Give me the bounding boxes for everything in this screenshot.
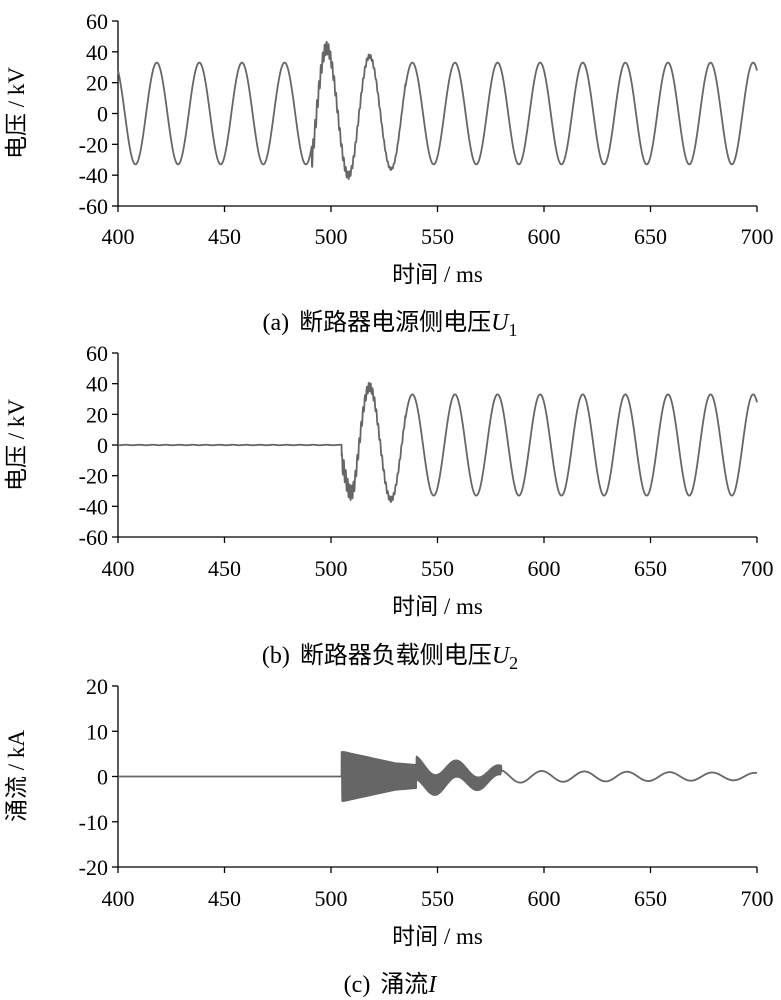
caption: (a) 断路器电源侧电压U1 <box>263 309 518 340</box>
x-tick-label: 550 <box>421 556 454 581</box>
caption: (c) 涌流I <box>344 971 438 998</box>
y-tick-label: 60 <box>86 9 108 34</box>
x-tick-label: 700 <box>741 556 774 581</box>
x-tick-label: 500 <box>315 556 348 581</box>
caption-text: 断路器负载侧电压 <box>300 642 492 669</box>
x-tick-label: 650 <box>634 224 667 249</box>
x-tick-label: 450 <box>208 556 241 581</box>
x-tick-label: 700 <box>741 886 774 911</box>
y-tick-label: 0 <box>97 765 108 790</box>
y-tick-label: 20 <box>86 402 108 427</box>
y-tick-label: 10 <box>86 719 108 744</box>
series-line <box>117 40 758 180</box>
x-tick-label: 500 <box>315 224 348 249</box>
y-tick-label: 20 <box>86 71 108 96</box>
caption-variable: U <box>491 310 510 336</box>
x-tick-label: 400 <box>102 886 135 911</box>
caption-prefix: (b) <box>262 643 290 669</box>
y-tick-label: -10 <box>79 810 108 835</box>
x-tick-label: 700 <box>741 224 774 249</box>
x-tick-label: 400 <box>102 224 135 249</box>
caption-prefix: (a) <box>263 310 290 336</box>
chart-panel-a: 60 40 20 0 -20 -40 -60 400 450 500 550 600 650 700 时间 … <box>4 9 774 340</box>
y-tick-label: -40 <box>79 163 108 188</box>
y-axis-label: 电压 / kV <box>4 399 29 491</box>
y-tick-label: 0 <box>97 102 108 127</box>
y-tick-label: -60 <box>79 525 108 550</box>
x-axis-label: 时间 / ms <box>392 924 483 949</box>
y-axis-label: 电压 / kV <box>4 67 29 159</box>
caption-text: 涌流 <box>380 971 428 998</box>
x-tick-label: 600 <box>528 224 561 249</box>
x-tick-label: 600 <box>528 886 561 911</box>
x-tick-label: 450 <box>208 886 241 911</box>
y-tick-label: 60 <box>86 341 108 366</box>
chart-panel-b: 60 40 20 0 -20 -40 -60 400 450 500 550 600 650 700 时间 … <box>4 341 774 673</box>
x-tick-label: 550 <box>421 886 454 911</box>
caption-variable: U <box>492 643 511 669</box>
x-tick-label: 450 <box>208 224 241 249</box>
y-tick-label: -60 <box>79 194 108 219</box>
caption: (b) 断路器负载侧电压U2 <box>262 642 518 673</box>
y-tick-label: -20 <box>79 855 108 880</box>
x-axis-label: 时间 / ms <box>392 262 483 287</box>
caption-text: 断路器电源侧电压 <box>299 309 491 336</box>
caption-subscript: 1 <box>508 320 517 340</box>
y-tick-label: 40 <box>86 372 108 397</box>
x-tick-label: 400 <box>102 556 135 581</box>
caption-subscript: 2 <box>509 653 518 673</box>
series-line <box>117 750 758 803</box>
x-tick-label: 500 <box>315 886 348 911</box>
series-line <box>117 381 758 503</box>
x-tick-label: 550 <box>421 224 454 249</box>
x-tick-label: 650 <box>634 886 667 911</box>
y-tick-label: 0 <box>97 433 108 458</box>
y-tick-label: -40 <box>79 494 108 519</box>
caption-variable: I <box>427 972 437 998</box>
x-tick-label: 650 <box>634 556 667 581</box>
caption-prefix: (c) <box>344 972 371 998</box>
y-tick-label: 20 <box>86 674 108 699</box>
x-tick-label: 600 <box>528 556 561 581</box>
y-tick-label: 40 <box>86 40 108 65</box>
x-axis-label: 时间 / ms <box>392 594 483 619</box>
chart-panel-c: 20 10 0 -10 -20 400 450 500 550 600 650 700 时间 / ms 涌… <box>4 674 774 998</box>
y-tick-label: -20 <box>79 464 108 489</box>
y-tick-label: -20 <box>79 132 108 157</box>
y-axis-label: 涌流 / kA <box>4 730 29 822</box>
